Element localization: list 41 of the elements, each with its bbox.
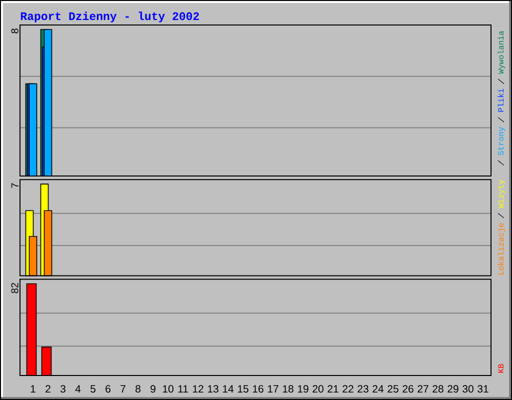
x-tick-label: 15 <box>238 385 248 393</box>
x-tick-label: 27 <box>418 385 428 392</box>
x-tick-label: 30 <box>462 385 474 393</box>
x-tick-label: 18 <box>282 385 294 393</box>
x-tick-label: 22 <box>342 385 354 392</box>
x-tick-label: 26 <box>402 385 414 393</box>
legend-label: Strony <box>498 127 506 156</box>
x-tick-label: 16 <box>252 385 264 393</box>
x-tick-label: 11 <box>178 385 188 392</box>
x-tick-label: 10 <box>162 385 174 393</box>
x-tick-label: 4 <box>75 385 81 392</box>
legend-label: Lokalizacje <box>498 223 506 275</box>
x-tick-label: 14 <box>222 385 234 392</box>
text: 8 <box>11 28 18 34</box>
x-tick-label: 3 <box>60 385 66 393</box>
x-tick-label: 21 <box>328 385 338 392</box>
x-tick-label: 28 <box>432 385 444 393</box>
x-tick-label: 23 <box>358 385 368 393</box>
x-tick-label: 17 <box>268 385 278 392</box>
text: Wizyty <box>498 180 506 208</box>
x-tick-label: 2 <box>46 385 50 392</box>
text: KB <box>498 364 504 373</box>
x-tick-label: 6 <box>106 385 110 393</box>
x-tick-label: 9 <box>150 385 156 393</box>
x-tick-label: 29 <box>448 385 458 393</box>
x-tick-label: 24 <box>372 385 384 392</box>
text: 7 <box>11 183 18 188</box>
chart-title: Raport Dzienny - luty 2002 <box>20 12 199 22</box>
text: 82 <box>11 282 18 294</box>
legend-label: Pliki <box>498 88 504 112</box>
x-tick-label: 7 <box>120 385 126 392</box>
x-tick-label: 5 <box>90 385 96 393</box>
x-tick-label: 8 <box>136 385 140 393</box>
x-tick-label: 31 <box>478 385 488 393</box>
x-tick-label: 13 <box>208 385 218 393</box>
x-tick-label: 20 <box>312 385 324 393</box>
x-tick-label: 25 <box>388 385 398 393</box>
text: Wywolania <box>498 30 506 74</box>
x-tick-label: 1 <box>30 385 36 392</box>
x-tick-label: 12 <box>192 385 204 392</box>
x-tick-label: 19 <box>298 385 308 393</box>
